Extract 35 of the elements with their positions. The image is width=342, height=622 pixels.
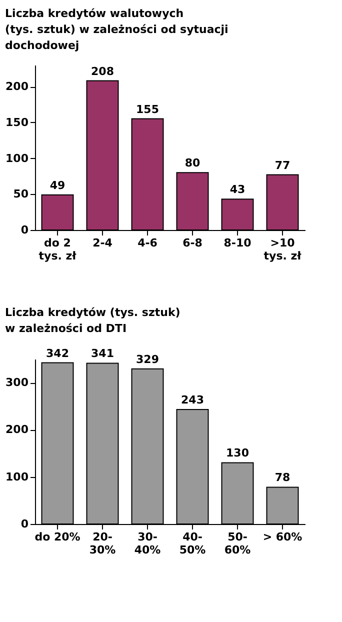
data-label: 80 (184, 156, 200, 170)
y-tick-label: 0 (20, 224, 29, 236)
data-label: 329 (136, 352, 159, 366)
x-tick-label: 20- 30% (89, 530, 116, 556)
y-tick-label: 50 (13, 188, 29, 201)
data-label: 208 (91, 64, 114, 78)
data-label: 49 (50, 178, 66, 192)
x-tick-label: 4-6 (138, 236, 158, 250)
data-label: 155 (136, 102, 159, 116)
x-tick-label: 8-10 (224, 236, 252, 250)
data-label: 243 (181, 393, 204, 406)
y-tick-label: 100 (6, 152, 29, 165)
y-tick-label: 200 (6, 423, 29, 436)
y-tick-label: 300 (6, 376, 29, 390)
x-tick-label: 50- 60% (224, 530, 251, 556)
data-label: 43 (230, 183, 246, 196)
y-tick-label: 150 (6, 116, 29, 129)
x-tick-label: 30- 40% (134, 530, 161, 556)
y-tick-label: 200 (6, 80, 29, 94)
data-label: 342 (46, 346, 69, 360)
x-tick-label: do 20% (34, 530, 80, 544)
x-tick-label: 6-8 (182, 236, 202, 250)
x-tick-label: 40- 50% (179, 530, 206, 556)
data-label: 77 (274, 158, 290, 172)
chart-title: Liczba kredytów (tys. sztuk) w zależności od DTI (5, 306, 180, 335)
chart-title: Liczba kredytów walutowych (tys. sztuk) w zależności od sytuacji dochodowej (5, 7, 228, 52)
data-label: 341 (91, 347, 114, 360)
x-tick-label: >10 tys. zł (264, 236, 302, 262)
x-tick-label: do 2 tys. zł (38, 236, 78, 262)
data-label: 130 (226, 446, 250, 460)
y-tick-label: 100 (6, 470, 29, 484)
x-tick-label: 2-4 (92, 236, 113, 250)
data-label: 78 (274, 471, 290, 484)
y-tick-label: 0 (20, 518, 29, 530)
x-tick-label: > 60% (262, 530, 302, 544)
